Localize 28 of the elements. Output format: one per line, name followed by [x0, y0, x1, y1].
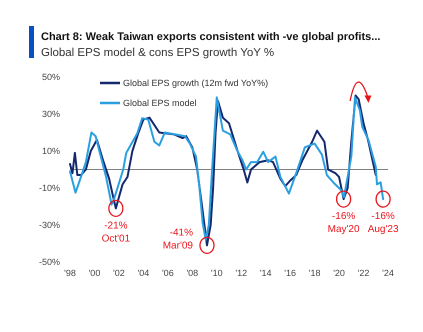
x-tick-label: '18 [308, 268, 320, 278]
x-tick-label: '22 [358, 268, 370, 278]
x-tick-label: '14 [260, 268, 272, 278]
x-tick-label: '20 [333, 268, 345, 278]
x-tick-label: '00 [88, 268, 100, 278]
annotation: -21% Oct'01 [102, 220, 131, 244]
x-tick-label: '02 [113, 268, 125, 278]
y-tick-label: 50% [42, 72, 60, 82]
x-tick-label: '98 [64, 268, 76, 278]
annotation: -16% Aug'23 [368, 211, 399, 236]
y-tick-label: 10% [42, 146, 60, 156]
y-tick-label: -30% [38, 220, 60, 230]
annotation: -16% May'20 [328, 211, 360, 236]
x-tick-label: '06 [162, 268, 174, 278]
x-tick-label: '04 [138, 268, 150, 278]
chart-subtitle: Global EPS model & cons EPS growth YoY % [41, 47, 274, 59]
y-tick-label: -50% [38, 257, 60, 268]
x-tick-label: '10 [210, 268, 223, 278]
x-tick-label: '24 [382, 268, 394, 278]
annotation: -41% Mar'09 [162, 227, 194, 252]
x-tick-label: '12 [235, 268, 248, 278]
legend-label: Global EPS growth (12m fwd YoY%) [123, 78, 268, 88]
y-tick-label: 30% [42, 109, 60, 120]
legend-label: Global EPS model [123, 98, 197, 108]
x-tick-label: '16 [284, 268, 296, 278]
x-tick-label: '08 [186, 268, 198, 278]
y-tick-label: -10% [38, 183, 60, 194]
chart-title: Chart 8: Weak Taiwan exports consistent with -ve global profits... [41, 31, 380, 43]
